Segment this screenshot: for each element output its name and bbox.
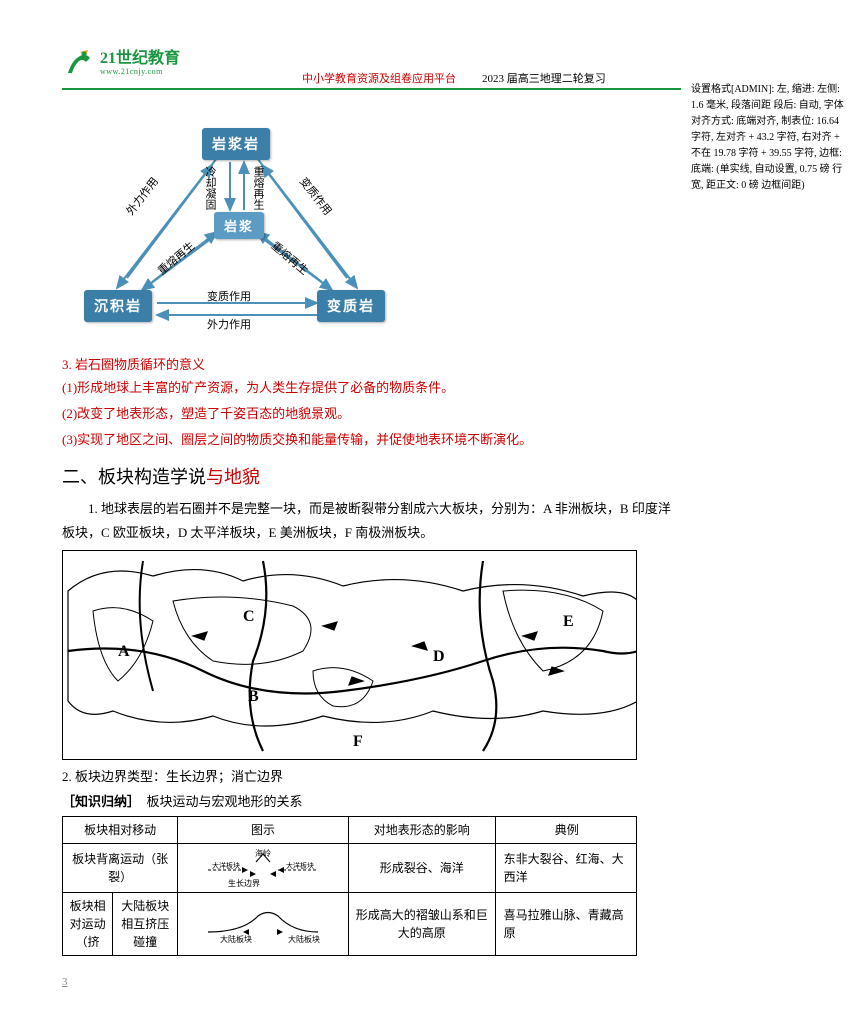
logo-text-wrap: 21世纪教育 www.21cnjy.com xyxy=(100,51,180,76)
r2c4: 喜马拉雅山脉、青藏高原 xyxy=(495,893,636,956)
r2c3: 形成高大的褶皱山系和巨大的高原 xyxy=(348,893,495,956)
red-item-3: (3)实现了地区之间、圈层之间的物质交换和能量传输，并促使地表环境不断演化。 xyxy=(62,429,681,451)
node-igneous: 岩浆岩 xyxy=(202,128,270,160)
th-4: 典例 xyxy=(495,817,636,844)
lbl-cool: 冷却凝固 xyxy=(202,166,218,210)
plate-map: A B C D E F xyxy=(62,550,637,760)
svg-text:D: D xyxy=(433,648,445,665)
page-number: 3 xyxy=(62,976,681,988)
red-item-1: (1)形成地球上丰富的矿产资源，为人类生存提供了必备的物质条件。 xyxy=(62,377,681,399)
section2-title: 二、板块构造学说与地貌 xyxy=(62,463,681,489)
rock-cycle-diagram: 岩浆岩 岩浆 沉积岩 变质岩 冷却凝固 重熔再生 外力作用 变质作用 重熔再生 … xyxy=(62,110,392,340)
th-1: 板块相对移动 xyxy=(63,817,178,844)
bracket-bold: ［知识归纳］ xyxy=(62,794,134,809)
bracket-rest: 板块运动与宏观地形的关系 xyxy=(134,794,303,809)
svg-text:海岭: 海岭 xyxy=(255,848,271,858)
knowledge-summary: ［知识归纳］ 板块运动与宏观地形的关系 xyxy=(62,791,681,810)
svg-text:大洋板块: 大洋板块 xyxy=(286,861,314,870)
svg-text:C: C xyxy=(243,608,255,625)
boundary-types: 2. 板块边界类型：生长边界；消亡边界 xyxy=(62,766,681,785)
table-header-row: 板块相对移动 图示 对地表形态的影响 典例 xyxy=(63,817,637,844)
header: 21世纪教育 www.21cnjy.com 中小学教育资源及组卷应用平台 202… xyxy=(62,48,681,90)
logo-sub: www.21cnjy.com xyxy=(100,67,180,76)
r1c3: 形成裂谷、海洋 xyxy=(348,844,495,893)
sec2-black: 二、板块构造学说 xyxy=(62,467,206,487)
logo-main: 21世纪教育 xyxy=(100,51,180,67)
red-title: 3. 岩石圈物质循环的意义 xyxy=(62,354,681,373)
r1c1: 板块背离运动（张裂） xyxy=(63,844,178,893)
svg-text:F: F xyxy=(353,733,363,750)
divergent-icon: 海岭 大洋板块 大洋板块 生长边界 xyxy=(188,848,338,888)
lbl-remelt-c: 重熔再生 xyxy=(250,166,266,210)
svg-text:大陆板块: 大陆板块 xyxy=(220,934,252,944)
runner-icon xyxy=(62,48,96,78)
lbl-meta-mid: 变质作用 xyxy=(207,288,251,304)
plate-table: 板块相对移动 图示 对地表形态的影响 典例 板块背离运动（张裂） 海岭 大洋板块 xyxy=(62,816,637,956)
page: 21世纪教育 www.21cnjy.com 中小学教育资源及组卷应用平台 202… xyxy=(0,0,861,1028)
svg-text:A: A xyxy=(118,643,130,660)
svg-text:大陆板块: 大陆板块 xyxy=(288,934,320,944)
sec2-red: 与地貌 xyxy=(206,467,260,487)
r1c4: 东非大裂谷、红海、大西洋 xyxy=(495,844,636,893)
lbl-ext-bot: 外力作用 xyxy=(207,316,251,332)
svg-text:B: B xyxy=(248,688,259,705)
table-row: 板块背离运动（张裂） 海岭 大洋板块 大洋板块 生长边界 xyxy=(63,844,637,893)
svg-text:E: E xyxy=(563,613,574,630)
th-2: 图示 xyxy=(178,817,349,844)
svg-text:生长边界: 生长边界 xyxy=(228,878,260,888)
r2c1-outer: 板块相对运动（挤 xyxy=(63,893,113,956)
node-metamorphic: 变质岩 xyxy=(317,290,385,322)
th-3: 对地表形态的影响 xyxy=(348,817,495,844)
node-sedimentary: 沉积岩 xyxy=(84,290,152,322)
r2c2: 大陆板块 大陆板块 xyxy=(178,893,349,956)
r1c2: 海岭 大洋板块 大洋板块 生长边界 xyxy=(178,844,349,893)
svg-text:大洋板块: 大洋板块 xyxy=(212,861,240,870)
node-magma: 岩浆 xyxy=(214,212,264,239)
header-mid: 中小学教育资源及组卷应用平台 xyxy=(302,70,456,86)
header-right: 2023 届高三地理二轮复习 xyxy=(482,70,606,86)
format-comment: 设置格式[ADMIN]: 左, 缩进: 左侧: 1.6 毫米, 段落间距 段后:… xyxy=(691,82,851,194)
section2-para: 1. 地球表层的岩石圈并不是完整一块，而是被断裂带分割成六大板块，分别为：A 非… xyxy=(62,497,681,544)
r2c1-inner: 大陆板块相互挤压碰撞 xyxy=(113,893,178,956)
red-item-2: (2)改变了地表形态，塑造了千姿百态的地貌景观。 xyxy=(62,403,681,425)
